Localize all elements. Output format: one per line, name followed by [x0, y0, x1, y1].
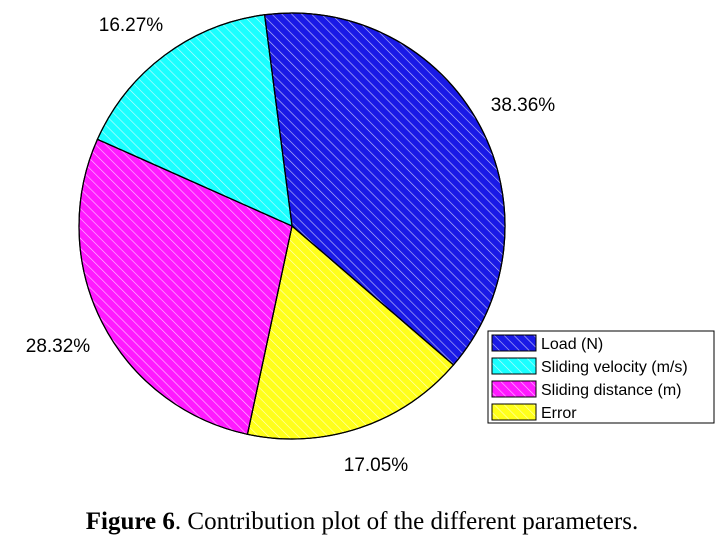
pie-slices: [78, 12, 506, 440]
pie-slice-hatch: [78, 138, 293, 436]
slice-label-error: 17.05%: [344, 455, 409, 476]
legend-label-sliding-velocity-m-s: Sliding velocity (m/s): [541, 359, 688, 376]
legend: Load (N) Sliding velocity (m/s) Sliding di…: [487, 330, 715, 424]
legend-swatch-hatch-load-n: [491, 334, 537, 352]
pie-slice-hatch: [263, 12, 506, 366]
legend-swatch-hatch-error: [491, 403, 537, 421]
slice-label-sliding-velocity-m-s: 16.27%: [99, 15, 164, 36]
pie-slice-hatch: [96, 14, 293, 227]
pie-slice-sliding-velocity-m-s: [96, 14, 293, 227]
figure-caption-label: Figure 6: [85, 508, 175, 535]
slice-label-sliding-distance-m: 28.32%: [26, 336, 91, 357]
slice-label-load-n: 38.36%: [491, 95, 556, 116]
pie-slice-load-n: [263, 12, 506, 366]
pie-slice-hatch: [246, 224, 455, 440]
figure-caption-text: . Contribution plot of the different par…: [174, 508, 639, 535]
figure-caption: Figure 6. Contribution plot of the diffe…: [0, 508, 724, 536]
legend-label-load-n: Load (N): [541, 336, 603, 353]
legend-swatch-hatch-sliding-distance-m: [491, 380, 537, 398]
legend-swatch-hatch-sliding-velocity-m-s: [491, 357, 537, 375]
pie-labels: 38.36% 17.05% 28.32% 16.27%: [26, 15, 556, 476]
pie-slice-error: [246, 224, 455, 440]
pie-chart: 38.36% 17.05% 28.32% 16.27% Load (N) Sliding…: [26, 12, 715, 476]
pie-slice-sliding-distance-m: [78, 138, 293, 436]
legend-label-error: Error: [541, 405, 577, 422]
legend-label-sliding-distance-m: Sliding distance (m): [541, 382, 682, 399]
